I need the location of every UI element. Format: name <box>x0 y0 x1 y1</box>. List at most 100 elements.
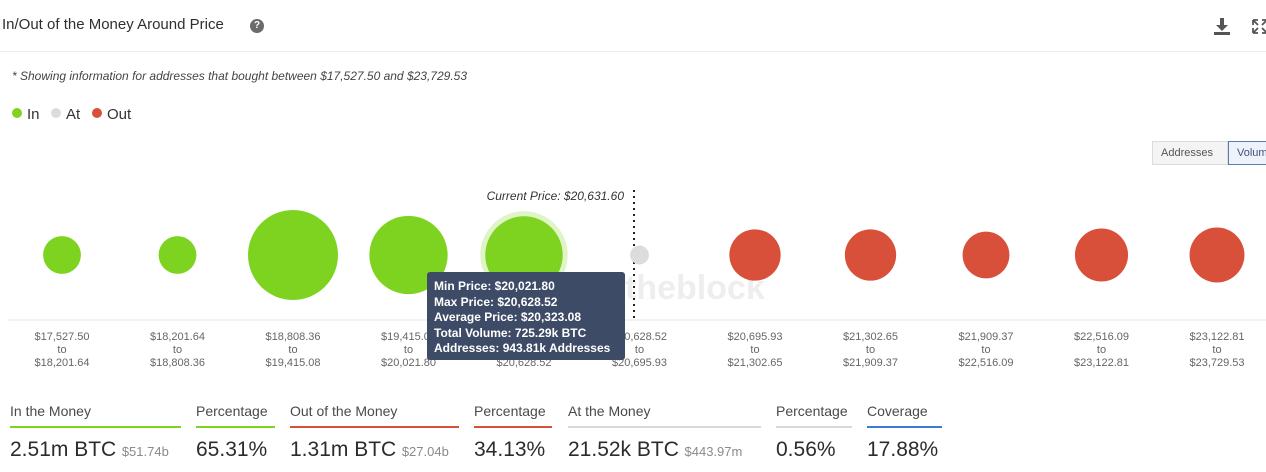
bubble-in[interactable] <box>43 236 81 274</box>
stat-value: 65.31% <box>196 438 275 462</box>
tick-label-to-word: to <box>981 344 990 356</box>
current-price-label: Current Price: $20,631.60 <box>487 189 625 203</box>
tick-label-to: $20,021.80 <box>381 357 436 369</box>
stat-percentage: Percentage 65.31% <box>196 403 275 472</box>
tick-label-from: $20,628.52 <box>612 331 667 343</box>
stat-underline <box>867 426 942 428</box>
stat-label: Percentage <box>196 403 268 419</box>
tick-label-to: $20,628.52 <box>496 357 551 369</box>
stat-label: Percentage <box>776 403 848 419</box>
stat-percentage: Percentage 0.56% <box>776 403 852 472</box>
tick-label-from: $22,516.09 <box>1074 331 1129 343</box>
stat-label: Percentage <box>474 403 546 419</box>
bubble-in[interactable] <box>248 210 338 300</box>
address-range-note: * Showing information for addresses that… <box>12 69 467 83</box>
stat-value-usd: $27.04b <box>398 444 449 459</box>
stat-label: Out of the Money <box>290 403 398 419</box>
bubble-at[interactable] <box>630 245 649 265</box>
tick-label-to: $19,415.08 <box>265 357 320 369</box>
legend-dot-out <box>92 108 102 118</box>
addresses-toggle-button[interactable]: Addresses <box>1152 141 1228 165</box>
volume-toggle-button[interactable]: Volume <box>1228 141 1266 165</box>
expand-icon[interactable] <box>1251 16 1266 36</box>
bubble-chart: theblock Current Price: $20,631.60 $17,5… <box>8 189 1266 369</box>
stat-value-main: 0.56% <box>776 438 836 461</box>
stat-value-main: 34.13% <box>474 438 546 461</box>
stat-underline <box>776 426 852 428</box>
tick-label-to-word: to <box>635 344 644 356</box>
tick-label-to-word: to <box>750 344 759 356</box>
bubble-out[interactable] <box>1189 227 1245 283</box>
stat-value: 34.13% <box>474 438 552 462</box>
tick-label-to: $23,122.81 <box>1074 357 1129 369</box>
stat-label: In the Money <box>10 403 91 419</box>
tooltip-max-price: Max Price: $20,628.52 <box>434 294 558 309</box>
stat-value-main: 1.31m BTC <box>290 438 397 461</box>
tick-label-to-word: to <box>57 344 66 356</box>
stat-underline <box>474 426 552 428</box>
tick-label-to-word: to <box>173 344 182 356</box>
tick-label-to-word: to <box>1212 344 1221 356</box>
stat-underline <box>196 426 275 428</box>
tick-label-to: $20,695.93 <box>612 357 667 369</box>
tick-label-to-word: to <box>866 344 875 356</box>
stat-label: At the Money <box>568 403 651 419</box>
stat-value-main: 21.52k BTC <box>568 438 679 461</box>
legend-label-in: In <box>27 106 40 123</box>
tick-label-from: $20,695.93 <box>727 331 782 343</box>
legend-item-out[interactable]: Out <box>92 106 131 123</box>
tooltip-total-volume: Total Volume: 725.29k BTC <box>434 325 587 340</box>
stat-underline <box>568 426 761 428</box>
stat-value-usd: $51.74b <box>118 444 169 459</box>
stat-value: 2.51m BTC $51.74b <box>10 438 181 462</box>
stat-out-of-the-money: Out of the Money 1.31m BTC $27.04b <box>290 403 459 472</box>
stat-in-the-money: In the Money 2.51m BTC $51.74b <box>10 403 181 472</box>
tick-label-from: $19,415.08 <box>381 331 436 343</box>
stat-value: 1.31m BTC $27.04b <box>290 438 459 462</box>
stat-underline <box>10 426 181 428</box>
stat-at-the-money: At the Money 21.52k BTC $443.97m <box>568 403 761 472</box>
tick-label-to: $18,808.36 <box>150 357 205 369</box>
bubble-tooltip: Min Price: $20,021.80 Max Price: $20,628… <box>427 272 625 360</box>
stat-value: 21.52k BTC $443.97m <box>568 438 761 462</box>
download-icon[interactable] <box>1213 16 1231 36</box>
legend-item-in[interactable]: In <box>12 106 40 123</box>
tick-label-to: $21,302.65 <box>727 357 782 369</box>
tick-label-to: $18,201.64 <box>34 357 89 369</box>
bubble-out[interactable] <box>1074 228 1129 282</box>
tick-label-to-word: to <box>288 344 297 356</box>
stat-value: 17.88% <box>867 438 942 462</box>
legend-label-at: At <box>66 106 81 123</box>
stat-coverage: Coverage 17.88% <box>867 403 942 472</box>
tick-label-to-word: to <box>1097 344 1106 356</box>
stat-value-main: 17.88% <box>867 438 939 461</box>
tick-label-from: $21,302.65 <box>843 331 898 343</box>
tick-label-to: $23,729.53 <box>1189 357 1244 369</box>
tick-label-to-word: to <box>404 344 413 356</box>
stat-value-main: 65.31% <box>196 438 268 461</box>
bubble-out[interactable] <box>962 231 1010 279</box>
bubble-out[interactable] <box>844 229 897 281</box>
stat-value-usd: $443.97m <box>680 444 743 459</box>
tooltip-average-price: Average Price: $20,323.08 <box>434 310 581 324</box>
legend-label-out: Out <box>107 106 132 123</box>
legend-item-at[interactable]: At <box>51 106 80 123</box>
stat-percentage: Percentage 34.13% <box>474 403 552 472</box>
tick-label-to: $22,516.09 <box>958 357 1013 369</box>
tick-label-from: $18,201.64 <box>150 331 205 343</box>
stat-label: Coverage <box>867 403 928 419</box>
chart-title: In/Out of the Money Around Price <box>2 16 224 33</box>
legend-dot-in <box>12 108 22 118</box>
tick-label-from: $21,909.37 <box>958 331 1013 343</box>
chart-header: In/Out of the Money Around Price ? <box>0 0 1266 52</box>
bubble-in[interactable] <box>158 236 197 274</box>
tooltip-addresses: Addresses: 943.81k Addresses <box>434 341 611 355</box>
tick-label-to: $21,909.37 <box>843 357 898 369</box>
bubble-out[interactable] <box>729 229 781 281</box>
legend-dot-at <box>51 108 61 118</box>
stat-underline <box>290 426 459 428</box>
stat-value-main: 2.51m BTC <box>10 438 117 461</box>
tick-label-from: $23,122.81 <box>1189 331 1244 343</box>
tick-label-from: $17,527.50 <box>34 331 89 343</box>
question-circle-icon[interactable]: ? <box>250 19 264 33</box>
